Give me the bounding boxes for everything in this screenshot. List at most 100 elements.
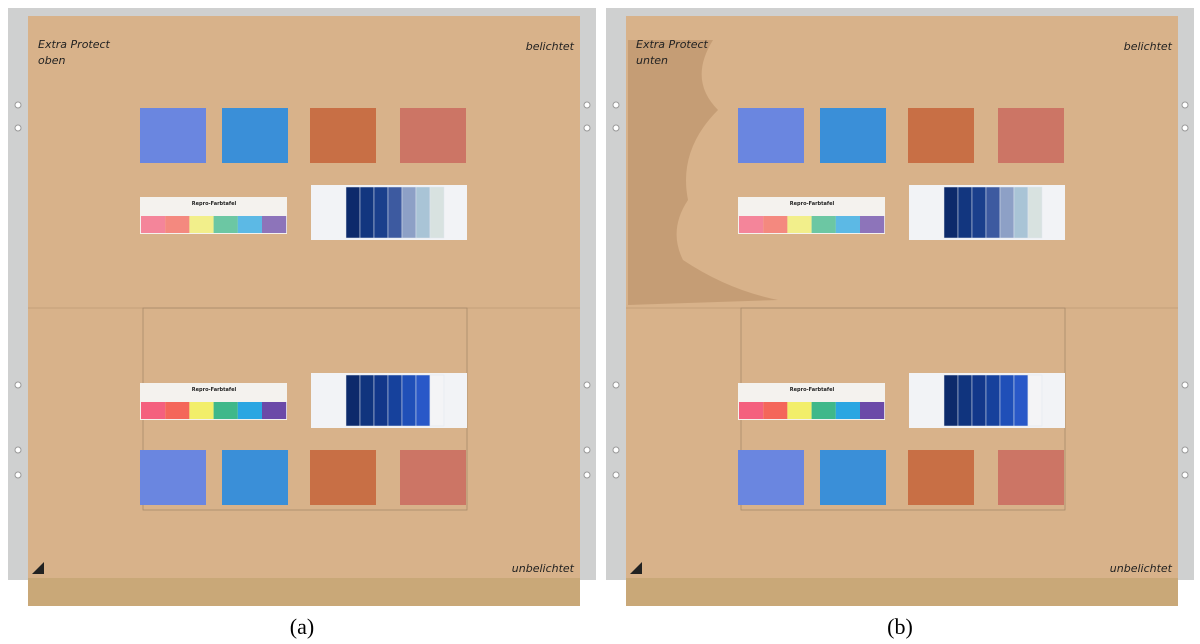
handwritten-note: belichtet: [1124, 40, 1173, 53]
chart-label: Repro-Farbtafel: [192, 387, 237, 393]
blue-strip: [944, 375, 958, 426]
handwritten-note: unbelichtet: [1110, 562, 1173, 575]
handwritten-note: Extra Protect: [636, 38, 709, 51]
color-patch: [763, 216, 787, 233]
chart-label: Repro-Farbtafel: [790, 201, 835, 207]
hole: [15, 125, 21, 131]
color-swatch: [908, 108, 974, 163]
hole: [584, 102, 590, 108]
hole: [584, 125, 590, 131]
panel: Extra Protect oben belichtet unbelichtet (a)…: [8, 8, 596, 639]
blue-strip: [388, 375, 402, 426]
hole: [1182, 472, 1188, 478]
handwritten-note: oben: [38, 54, 65, 67]
hole: [1182, 382, 1188, 388]
blue-strip: [986, 187, 1000, 238]
blue-strip: [402, 375, 416, 426]
handwritten-note: Extra Protect: [38, 38, 111, 51]
color-patch: [189, 402, 213, 419]
handwritten-note: unten: [636, 54, 668, 67]
blue-strip: [430, 187, 444, 238]
blue-strip: [1014, 187, 1028, 238]
color-swatch: [222, 450, 288, 505]
blue-strip: [416, 187, 430, 238]
blue-strip: [388, 187, 402, 238]
color-patch: [812, 402, 836, 419]
color-patch: [787, 402, 811, 419]
color-patch: [165, 216, 189, 233]
hole: [584, 382, 590, 388]
color-patch: [860, 402, 884, 419]
handwritten-note: belichtet: [526, 40, 575, 53]
color-swatch: [400, 108, 466, 163]
blue-strip: [1028, 187, 1042, 238]
color-swatch: [738, 450, 804, 505]
chart-label: Repro-Farbtafel: [192, 201, 237, 207]
hole: [613, 125, 619, 131]
color-patch: [189, 216, 213, 233]
blue-strip: [360, 187, 374, 238]
color-patch: [763, 402, 787, 419]
color-patch: [739, 402, 763, 419]
figure: Extra Protect oben belichtet unbelichtet (a)…: [0, 0, 1200, 644]
blue-strip: [958, 375, 972, 426]
color-swatch: [998, 108, 1064, 163]
color-swatch: [820, 450, 886, 505]
blue-strip: [346, 375, 360, 426]
hole: [1182, 102, 1188, 108]
color-patch: [836, 402, 860, 419]
hole: [613, 382, 619, 388]
hole: [15, 382, 21, 388]
hole: [15, 472, 21, 478]
color-swatch: [998, 450, 1064, 505]
color-swatch: [140, 450, 206, 505]
hole: [584, 447, 590, 453]
color-swatch: [310, 450, 376, 505]
hole: [613, 447, 619, 453]
blue-strip: [430, 375, 444, 426]
blue-strip: [374, 375, 388, 426]
blue-strip: [1028, 375, 1042, 426]
color-patch: [739, 216, 763, 233]
color-patch: [141, 402, 165, 419]
chart-label: Repro-Farbtafel: [790, 387, 835, 393]
blue-strip: [986, 375, 1000, 426]
color-swatch: [820, 108, 886, 163]
color-patch: [214, 402, 238, 419]
hole: [15, 447, 21, 453]
hole: [15, 102, 21, 108]
color-patch: [860, 216, 884, 233]
color-swatch: [140, 108, 206, 163]
blue-strip: [1000, 375, 1014, 426]
color-swatch: [908, 450, 974, 505]
color-swatch: [310, 108, 376, 163]
panel: Extra Protectuntenbelichtetunbelichtet(b…: [606, 8, 1194, 639]
blue-strip: [972, 375, 986, 426]
color-patch: [812, 216, 836, 233]
color-patch: [238, 216, 262, 233]
blue-strip: [346, 187, 360, 238]
blue-strip: [1014, 375, 1028, 426]
hole: [1182, 447, 1188, 453]
color-patch: [238, 402, 262, 419]
blue-strip: [402, 187, 416, 238]
color-patch: [165, 402, 189, 419]
blue-strip: [972, 187, 986, 238]
color-swatch: [222, 108, 288, 163]
hole: [584, 472, 590, 478]
hole: [613, 102, 619, 108]
blue-strip: [360, 375, 374, 426]
cork: [626, 578, 1178, 606]
blue-strip: [944, 187, 958, 238]
color-patch: [214, 216, 238, 233]
blue-strip: [416, 375, 430, 426]
caption: (a): [290, 614, 314, 639]
hole: [1182, 125, 1188, 131]
color-swatch: [738, 108, 804, 163]
color-patch: [262, 216, 286, 233]
blue-strip: [374, 187, 388, 238]
blue-strip: [1000, 187, 1014, 238]
color-patch: [787, 216, 811, 233]
handwritten-note: unbelichtet: [512, 562, 575, 575]
color-swatch: [400, 450, 466, 505]
